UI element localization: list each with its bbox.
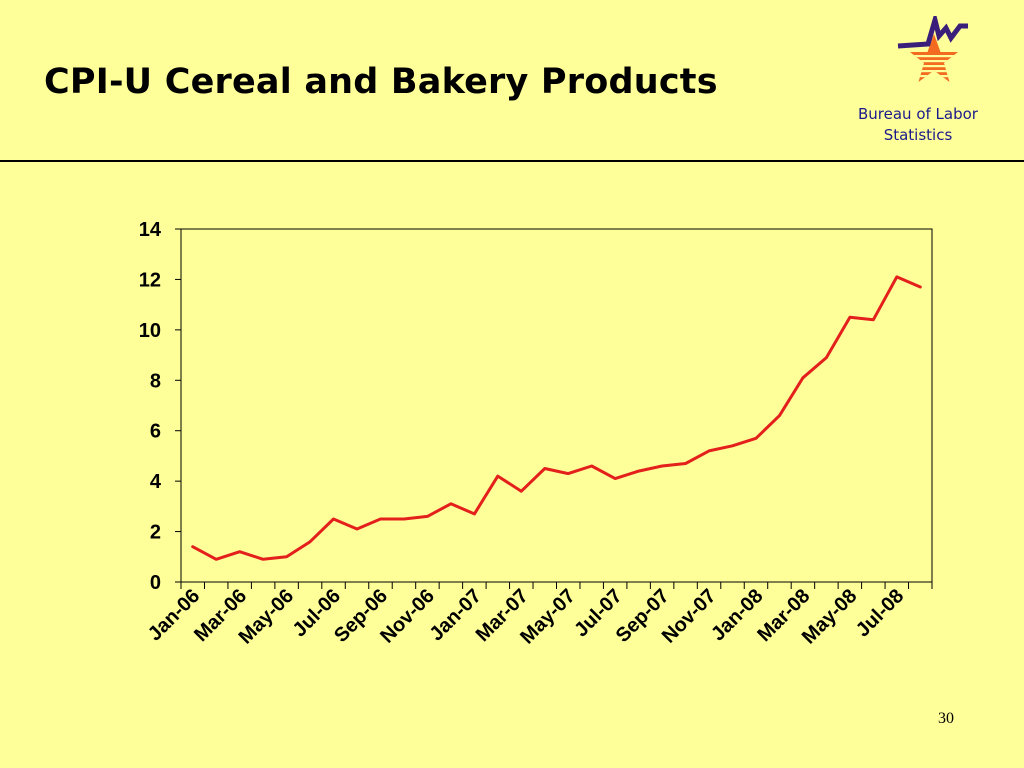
plot-area	[180, 228, 933, 583]
y-tick-label: 12	[139, 269, 161, 291]
page-number: 30	[938, 710, 954, 727]
y-tick-label: 4	[150, 471, 162, 493]
logo-caption-line2: Statistics	[883, 126, 953, 144]
y-tick-label: 10	[139, 320, 161, 342]
logo-caption: Bureau of Labor Statistics	[846, 104, 990, 146]
logo-caption-line1: Bureau of Labor	[858, 105, 978, 123]
y-tick-label: 2	[150, 522, 161, 544]
y-tick-label: 8	[150, 370, 161, 392]
x-tick-label: Jul-08	[852, 585, 908, 641]
series-line	[191, 275, 922, 561]
bls-logo-icon	[894, 10, 972, 96]
y-tick-label: 14	[139, 219, 162, 241]
y-tick-label: 6	[150, 421, 161, 443]
title-divider	[0, 160, 1024, 162]
y-tick-label: 0	[150, 572, 161, 594]
slide-title: CPI-U Cereal and Bakery Products	[44, 62, 718, 102]
